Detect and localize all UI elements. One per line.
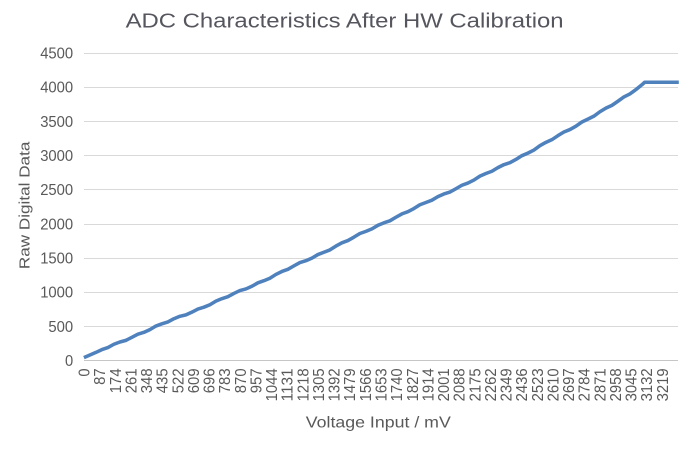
svg-text:3500: 3500: [40, 114, 73, 131]
svg-text:3000: 3000: [40, 148, 73, 165]
svg-text:4000: 4000: [40, 80, 73, 97]
svg-text:696: 696: [202, 368, 219, 393]
svg-text:2000: 2000: [40, 216, 73, 233]
svg-text:1131: 1131: [280, 368, 297, 401]
svg-text:ADC Characteristics After HW C: ADC Characteristics After HW Calibration: [126, 11, 564, 33]
svg-text:261: 261: [123, 368, 140, 393]
svg-text:1653: 1653: [374, 368, 391, 401]
svg-text:2610: 2610: [545, 368, 562, 401]
svg-text:2871: 2871: [592, 368, 609, 401]
svg-text:Voltage Input / mV: Voltage Input / mV: [306, 414, 452, 431]
svg-text:609: 609: [186, 368, 203, 393]
svg-text:1740: 1740: [389, 368, 406, 401]
svg-text:1479: 1479: [342, 368, 359, 401]
svg-text:1305: 1305: [311, 368, 328, 401]
svg-text:1392: 1392: [327, 368, 344, 401]
svg-text:2784: 2784: [577, 368, 594, 401]
svg-text:522: 522: [170, 368, 187, 393]
svg-text:1500: 1500: [40, 251, 73, 268]
svg-text:2523: 2523: [530, 368, 547, 401]
svg-text:2088: 2088: [452, 368, 469, 401]
svg-text:435: 435: [155, 368, 172, 393]
svg-text:1218: 1218: [295, 368, 312, 401]
svg-text:1914: 1914: [420, 368, 437, 401]
svg-text:Raw Digital Data: Raw Digital Data: [16, 141, 33, 269]
svg-text:2262: 2262: [483, 368, 500, 401]
svg-text:957: 957: [248, 368, 265, 393]
svg-text:1044: 1044: [264, 368, 281, 401]
svg-text:500: 500: [48, 319, 73, 336]
svg-text:0: 0: [77, 368, 94, 376]
svg-text:2349: 2349: [499, 368, 516, 401]
svg-text:1566: 1566: [358, 368, 375, 401]
svg-text:0: 0: [65, 353, 73, 370]
svg-text:2436: 2436: [514, 368, 531, 401]
svg-text:870: 870: [233, 368, 250, 393]
svg-text:2001: 2001: [436, 368, 453, 401]
svg-text:1827: 1827: [405, 368, 422, 401]
svg-text:3219: 3219: [655, 368, 672, 401]
svg-text:174: 174: [108, 368, 125, 393]
svg-text:2175: 2175: [467, 368, 484, 401]
svg-text:1000: 1000: [40, 285, 73, 302]
svg-text:783: 783: [217, 368, 234, 393]
svg-text:87: 87: [92, 368, 109, 385]
svg-text:3045: 3045: [624, 368, 641, 401]
svg-text:4500: 4500: [40, 46, 73, 63]
svg-text:3132: 3132: [639, 368, 656, 401]
svg-text:2697: 2697: [561, 368, 578, 401]
svg-text:2958: 2958: [608, 368, 625, 401]
svg-text:2500: 2500: [40, 182, 73, 199]
svg-text:348: 348: [139, 368, 156, 393]
